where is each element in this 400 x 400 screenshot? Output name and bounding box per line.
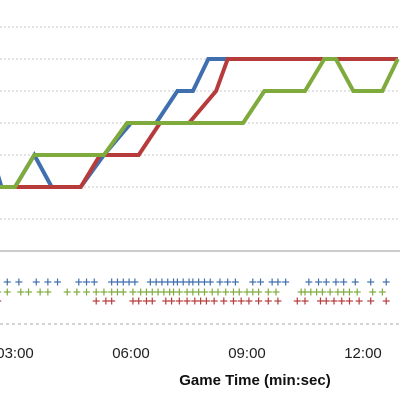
event-marker-green — [36, 288, 44, 296]
event-marker-blue — [83, 278, 91, 286]
event-marker-green — [378, 288, 386, 296]
event-marker-green — [175, 288, 183, 296]
event-marker-green — [100, 288, 108, 296]
series-line-red — [0, 57, 398, 189]
event-marker-blue — [44, 278, 52, 286]
event-marker-blue — [340, 278, 348, 286]
event-marker-red — [210, 297, 218, 305]
event-marker-green — [200, 288, 208, 296]
event-marker-red — [345, 297, 353, 305]
event-marker-red — [108, 297, 116, 305]
event-marker-blue — [282, 278, 290, 286]
x-axis-title: Game Time (min:sec) — [179, 372, 330, 389]
event-marker-blue — [257, 278, 265, 286]
event-marker-red — [355, 297, 363, 305]
event-marks — [0, 278, 390, 305]
series-line-green — [0, 57, 400, 189]
event-marker-green — [214, 288, 222, 296]
event-marker-blue — [224, 278, 232, 286]
event-marker-blue — [332, 278, 340, 286]
event-marker-green — [235, 288, 243, 296]
event-marker-green — [17, 288, 25, 296]
event-marker-blue — [315, 278, 323, 286]
event-marker-blue — [305, 278, 313, 286]
event-marker-red — [92, 297, 100, 305]
event-marker-green — [326, 288, 334, 296]
event-marker-blue — [351, 278, 359, 286]
x-tick-labels: 03:00 06:00 09:00 12:00 — [0, 345, 382, 362]
event-marker-green — [3, 288, 11, 296]
event-marker-blue — [231, 278, 239, 286]
event-marker-red — [293, 297, 301, 305]
event-marker-green — [353, 288, 361, 296]
event-marker-green — [318, 288, 326, 296]
event-marker-green — [25, 288, 33, 296]
event-marker-red — [237, 297, 245, 305]
event-marker-green — [345, 288, 353, 296]
event-marker-red — [245, 297, 253, 305]
event-marker-blue — [216, 278, 224, 286]
event-marker-blue — [206, 278, 214, 286]
event-marker-green — [83, 288, 91, 296]
event-marker-blue — [322, 278, 330, 286]
event-marker-red — [202, 297, 210, 305]
event-marker-red — [382, 297, 390, 305]
event-marker-red — [168, 297, 176, 305]
event-marker-blue — [32, 278, 40, 286]
event-marker-red — [175, 297, 183, 305]
event-marker-red — [229, 297, 237, 305]
event-marker-blue — [382, 278, 390, 286]
event-marker-green — [44, 288, 52, 296]
event-marker-red — [322, 297, 330, 305]
event-marker-red — [274, 297, 282, 305]
event-marker-red — [220, 297, 228, 305]
event-marker-green — [63, 288, 71, 296]
event-marker-green — [369, 288, 377, 296]
event-marker-green — [73, 288, 81, 296]
event-marker-green — [222, 288, 230, 296]
event-marker-red — [330, 297, 338, 305]
event-marker-blue — [54, 278, 62, 286]
event-marker-blue — [131, 278, 139, 286]
event-marker-green — [129, 288, 137, 296]
event-marker-green — [272, 288, 280, 296]
event-marker-green — [255, 288, 263, 296]
event-marker-red — [183, 297, 191, 305]
x-tick-label: 09:00 — [228, 345, 266, 362]
event-marker-red — [301, 297, 309, 305]
event-marker-red — [367, 297, 375, 305]
event-marker-blue — [274, 278, 282, 286]
x-tick-label: 12:00 — [344, 345, 382, 362]
event-marker-blue — [249, 278, 257, 286]
event-marker-blue — [15, 278, 23, 286]
event-marker-green — [264, 288, 272, 296]
event-marker-blue — [367, 278, 375, 286]
x-tick-label: 03:00 — [0, 345, 34, 362]
event-marker-red — [148, 297, 156, 305]
event-marker-red — [255, 297, 263, 305]
event-marker-red — [264, 297, 272, 305]
event-marker-green — [119, 288, 127, 296]
event-marker-red — [135, 297, 143, 305]
event-marker-blue — [3, 278, 11, 286]
event-marker-red — [0, 300, 2, 302]
event-marker-green — [0, 291, 2, 293]
event-marker-green — [92, 288, 100, 296]
x-tick-label: 06:00 — [112, 345, 150, 362]
event-marker-red — [338, 297, 346, 305]
series-lines — [0, 57, 400, 189]
event-marker-blue — [75, 278, 83, 286]
event-marker-blue — [90, 278, 98, 286]
